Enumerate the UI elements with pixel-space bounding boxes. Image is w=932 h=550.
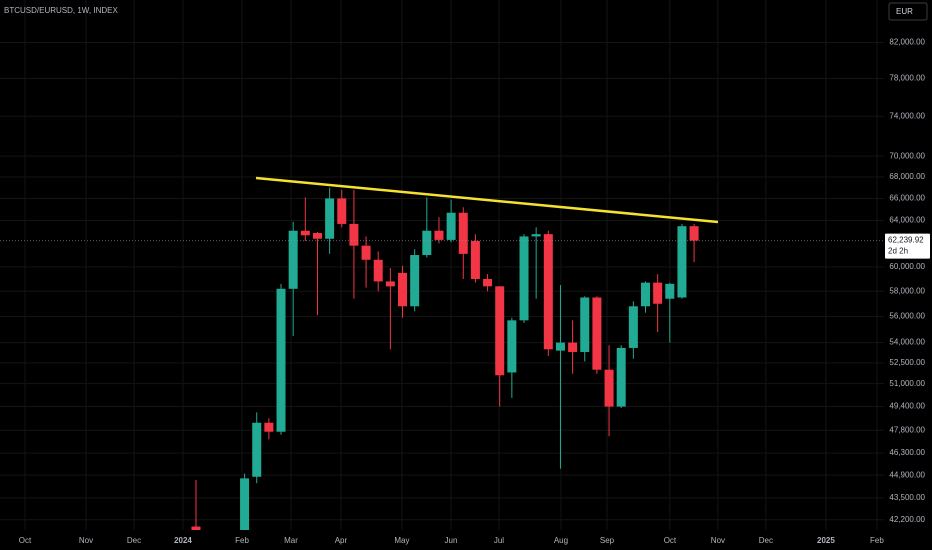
y-tick-label: 56,000.00 (889, 312, 925, 321)
candle-body (641, 282, 651, 307)
currency-button-label[interactable]: EUR (896, 7, 913, 16)
candle-body (507, 320, 517, 373)
x-tick-label: Mar (284, 536, 298, 545)
y-tick-label: 74,000.00 (889, 111, 925, 120)
x-tick-label: Oct (664, 536, 677, 545)
trend-line (255, 176, 719, 224)
candle-body (628, 306, 638, 348)
x-tick-label: Jun (445, 536, 458, 545)
y-tick-label: 68,000.00 (889, 172, 925, 181)
candle-body (398, 272, 408, 307)
candle-body (288, 230, 298, 289)
currency-button[interactable] (888, 2, 928, 21)
candle-body (276, 288, 286, 432)
y-tick-label: 58,000.00 (889, 286, 925, 295)
candle-body (568, 342, 578, 352)
candle-body (300, 230, 310, 236)
candle-body (543, 234, 553, 350)
y-tick-label: 70,000.00 (889, 151, 925, 160)
x-tick-label: May (394, 536, 409, 545)
candle-body (373, 259, 383, 282)
candle-body (677, 226, 687, 298)
candle-body (531, 234, 541, 237)
x-tick-label: Feb (870, 536, 884, 545)
candle-body (252, 422, 262, 477)
last-price-box (885, 233, 930, 259)
x-tick-label: Dec (759, 536, 773, 545)
candle-body (446, 212, 456, 240)
candle-body (312, 233, 322, 239)
candle-body (483, 278, 493, 287)
candle-body (264, 422, 274, 432)
y-tick-label: 60,000.00 (889, 262, 925, 271)
grid-layer (0, 0, 884, 530)
candle-body (325, 198, 335, 239)
candle-body (519, 236, 529, 321)
axis-layer: 82,000.00 78,000.00 74,000.00 70,000.00 68,0… (0, 38, 930, 545)
y-tick-label: 66,000.00 (889, 194, 925, 203)
x-tick-label: Feb (235, 536, 249, 545)
x-tick-label: Nov (79, 536, 93, 545)
y-tick-label: 46,300.00 (889, 448, 925, 457)
x-tick-label: Dec (127, 536, 141, 545)
last-price-label: 62,239.92 (888, 236, 924, 245)
y-tick-label: 51,000.00 (889, 379, 925, 388)
candle-body (410, 255, 420, 307)
candle-body (616, 347, 626, 407)
candle-body (458, 212, 468, 254)
symbol-title: BTCUSD/EURUSD, 1W, INDEX (4, 6, 118, 15)
candle-body (495, 286, 505, 376)
candle-body (191, 526, 201, 530)
candle-layer (191, 187, 699, 530)
x-tick-label: Aug (554, 536, 568, 545)
candle-body (240, 478, 250, 530)
candle-body (361, 245, 371, 260)
candle-body (434, 230, 444, 240)
x-tick-label: Jul (494, 536, 504, 545)
candle-body (653, 282, 663, 304)
candle-body (470, 241, 480, 279)
candle-body (592, 297, 602, 370)
candle-body (580, 297, 590, 352)
x-tick-label: Sep (600, 536, 615, 545)
candle-body (555, 342, 565, 351)
y-tick-label: 42,200.00 (889, 515, 925, 524)
y-tick-label: 78,000.00 (889, 74, 925, 83)
candle-body (665, 283, 675, 299)
candle-body (422, 230, 432, 256)
y-tick-label: 44,900.00 (889, 470, 925, 479)
y-tick-label: 64,000.00 (889, 216, 925, 225)
x-tick-label: Oct (19, 536, 32, 545)
candle-body (385, 281, 395, 287)
y-tick-label: 52,500.00 (889, 358, 925, 367)
y-tick-label: 43,500.00 (889, 493, 925, 502)
y-tick-label: 47,800.00 (889, 425, 925, 434)
x-tick-label: Nov (711, 536, 725, 545)
y-tick-label: 49,400.00 (889, 402, 925, 411)
candle-body (349, 223, 359, 246)
candle-body (337, 198, 347, 224)
x-tick-label: Apr (335, 536, 348, 545)
x-tick-label: 2024 (174, 536, 192, 545)
y-tick-label: 54,000.00 (889, 338, 925, 347)
candle-body (604, 369, 614, 407)
x-tick-label: 2025 (817, 536, 835, 545)
candle-body (689, 226, 699, 241)
y-tick-label: 82,000.00 (889, 38, 925, 47)
countdown-label: 2d 2h (888, 247, 908, 256)
